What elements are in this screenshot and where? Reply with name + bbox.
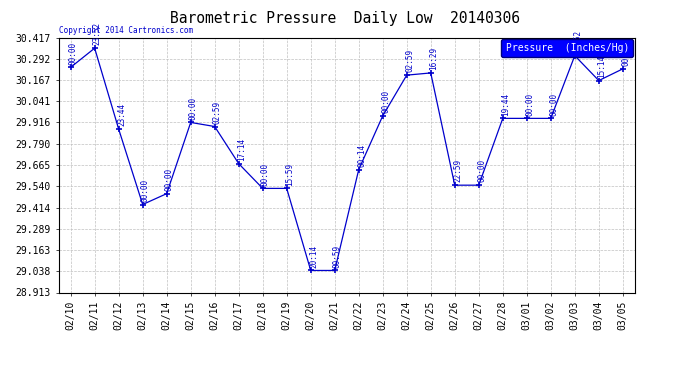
Text: 20:14: 20:14 [309,244,318,268]
Text: 00:00: 00:00 [261,162,270,186]
Text: 00:00: 00:00 [549,93,558,116]
Text: 00:00: 00:00 [165,168,174,191]
Text: 19:44: 19:44 [501,93,510,116]
Text: Barometric Pressure  Daily Low  20140306: Barometric Pressure Daily Low 20140306 [170,11,520,26]
Text: 23:52: 23:52 [573,30,582,53]
Text: 00:00: 00:00 [477,159,486,182]
Text: 00:00: 00:00 [69,42,78,64]
Text: 00:00: 00:00 [381,90,390,113]
Text: 02:59: 02:59 [213,100,222,124]
Legend: Pressure  (Inches/Hg): Pressure (Inches/Hg) [501,39,633,57]
Text: 16:29: 16:29 [429,47,438,70]
Text: 23:44: 23:44 [117,103,126,126]
Text: 23:52: 23:52 [93,22,102,45]
Text: 00:00: 00:00 [189,96,198,120]
Text: 00:00: 00:00 [525,93,534,116]
Text: 17:14: 17:14 [237,138,246,161]
Text: 02:59: 02:59 [405,49,414,72]
Text: 15:14: 15:14 [597,55,606,78]
Text: 00:00: 00:00 [621,43,630,66]
Text: 00:00: 00:00 [141,178,150,202]
Text: 00:14: 00:14 [357,144,366,167]
Text: 15:59: 15:59 [285,162,294,186]
Text: 22:59: 22:59 [453,159,462,182]
Text: 00:59: 00:59 [333,244,342,268]
Text: Copyright 2014 Cartronics.com: Copyright 2014 Cartronics.com [59,26,193,35]
